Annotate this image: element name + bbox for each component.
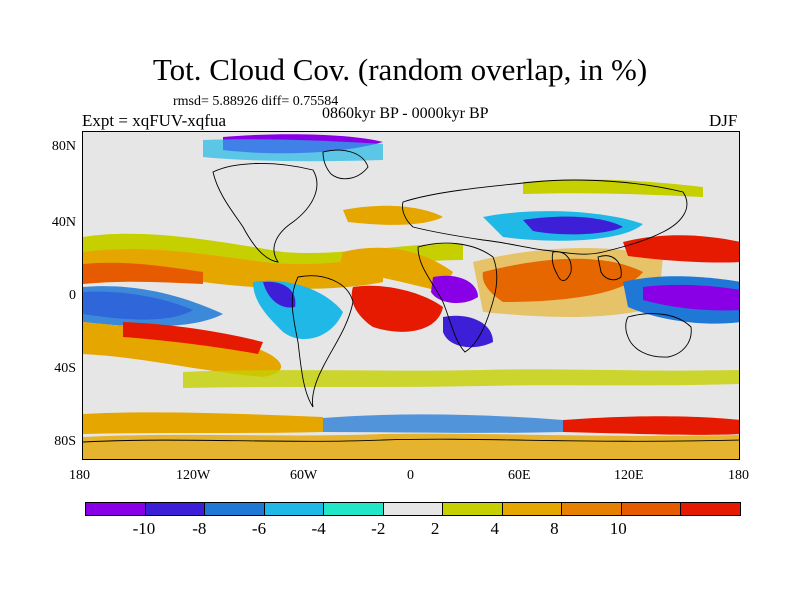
colorbar-label-8: 10 <box>609 519 627 538</box>
lon-label-60e: 60E <box>508 468 531 483</box>
coastline-antarctica <box>83 438 739 443</box>
colorbar-label-1: -8 <box>192 519 207 538</box>
lon-label-60w: 60W <box>290 468 318 483</box>
field-blue-arctic <box>203 139 383 162</box>
colorbar-swatch-5 <box>383 503 444 515</box>
experiment-label: Expt = xqFUV-xqfua <box>82 111 227 130</box>
colorbar <box>85 502 741 516</box>
rmsd-diff-stats: rmsd= 5.88926 diff= 0.75584 <box>173 94 339 109</box>
field-red-atlantic <box>351 285 443 332</box>
lon-label-120w: 120W <box>176 468 211 483</box>
field-purple-w-pacific <box>643 284 739 311</box>
field-olive-s-mid <box>183 369 739 388</box>
period-label: 0860kyr BP - 0000kyr BP <box>322 105 489 122</box>
field-mixed-so-3 <box>563 416 739 435</box>
season-label: DJF <box>709 111 738 130</box>
colorbar-label-0: -10 <box>132 519 156 538</box>
coastline-north-america <box>212 162 318 263</box>
plot-title: Tot. Cloud Cov. (random overlap, in %) <box>152 52 648 87</box>
coastline-europe-asia <box>402 179 688 255</box>
anomaly-fields <box>83 134 739 459</box>
coastline-australia <box>625 313 692 358</box>
field-purple-africa <box>431 275 478 304</box>
coastline-south-america <box>291 275 354 408</box>
colorbar-swatch-4 <box>324 503 384 515</box>
colorbar-swatch-9 <box>621 503 682 515</box>
colorbar-swatch-3 <box>264 503 325 515</box>
field-mixed-so-1 <box>83 412 323 434</box>
field-blue-s-africa <box>443 315 493 348</box>
field-red-s-pacific <box>123 322 263 354</box>
field-purple-eurasia <box>523 216 623 235</box>
lat-label-80n: 80N <box>51 139 76 154</box>
lon-label-120e: 120E <box>614 468 644 483</box>
colorbar-label-6: 4 <box>490 519 499 538</box>
field-mixed-so-2 <box>323 414 563 433</box>
coastline-africa <box>417 242 498 353</box>
field-blue-s-pacific <box>83 286 223 327</box>
field-olive-n-pacific <box>523 179 703 197</box>
colorbar-label-7: 8 <box>550 519 559 538</box>
coastline-greenland <box>322 149 369 180</box>
cloud-cover-anomaly-map <box>83 132 739 459</box>
colorbar-swatch-10 <box>681 503 741 515</box>
field-red-n-pacific <box>83 262 203 284</box>
colorbar-label-2: -6 <box>251 519 267 538</box>
colorbar-swatch-1 <box>145 503 206 515</box>
colorbar-swatch-0 <box>86 503 146 515</box>
field-mixed-so-4 <box>83 433 739 459</box>
field-orange-indian <box>473 247 663 317</box>
lon-label-180e: 180 <box>728 468 749 483</box>
colorbar-swatch-6 <box>443 503 503 515</box>
lat-label-80s: 80S <box>54 434 76 449</box>
colorbar-label-4: -2 <box>371 519 386 538</box>
field-red-w-pacific-n <box>623 235 739 263</box>
coastline-se-asia <box>597 255 622 281</box>
coastline-india <box>551 251 572 281</box>
lat-label-eq: 0 <box>69 288 76 303</box>
colorbar-label-5: 2 <box>430 519 440 538</box>
lat-label-40s: 40S <box>54 361 76 376</box>
lon-label-180w: 180 <box>69 468 90 483</box>
colorbar-swatch-2 <box>205 503 265 515</box>
colorbar-swatch-8 <box>562 503 622 515</box>
colorbar-label-3: -4 <box>311 519 326 538</box>
colorbar-swatch-7 <box>502 503 563 515</box>
coastlines <box>83 149 739 443</box>
field-orange-trop-atl <box>338 247 453 292</box>
field-purple-amazon <box>263 281 296 308</box>
field-orange-n-atl <box>343 205 443 225</box>
map-panel <box>82 131 740 460</box>
lat-label-40n: 40N <box>51 215 76 230</box>
lon-label-0: 0 <box>407 468 414 483</box>
